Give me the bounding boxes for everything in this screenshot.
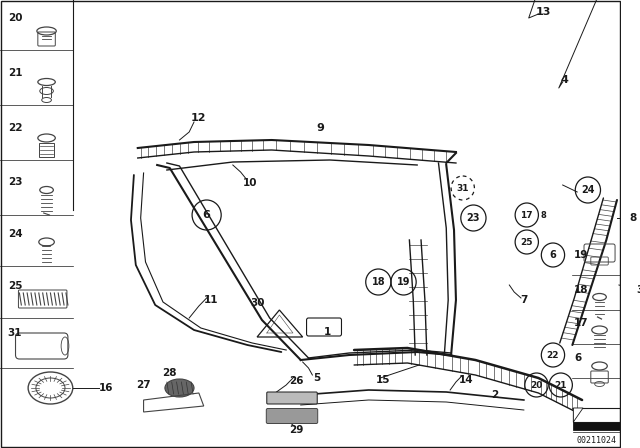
Text: 23: 23 — [467, 213, 480, 223]
Text: 8: 8 — [540, 211, 546, 220]
Text: 6: 6 — [550, 250, 556, 260]
Text: 19: 19 — [574, 250, 589, 260]
Text: 00211024: 00211024 — [577, 435, 616, 444]
Text: 14: 14 — [458, 375, 473, 385]
Text: 9: 9 — [316, 123, 324, 133]
Text: 7: 7 — [520, 295, 527, 305]
Text: 21: 21 — [8, 68, 22, 78]
Text: 23: 23 — [8, 177, 22, 187]
Text: 3: 3 — [637, 285, 640, 295]
Text: 1: 1 — [324, 327, 332, 337]
Text: 29: 29 — [289, 425, 303, 435]
FancyBboxPatch shape — [573, 408, 620, 422]
Polygon shape — [573, 422, 620, 430]
FancyBboxPatch shape — [266, 409, 317, 423]
Text: 4: 4 — [561, 75, 568, 85]
Text: 12: 12 — [191, 113, 207, 123]
Text: 20: 20 — [8, 13, 22, 23]
Text: 19: 19 — [397, 277, 410, 287]
Text: 25: 25 — [8, 281, 22, 291]
FancyBboxPatch shape — [267, 392, 317, 404]
Text: 6: 6 — [203, 210, 211, 220]
Ellipse shape — [165, 379, 194, 397]
Text: 11: 11 — [204, 295, 219, 305]
Text: 28: 28 — [163, 368, 177, 378]
Text: 16: 16 — [99, 383, 113, 393]
Text: 15: 15 — [376, 375, 390, 385]
Text: 25: 25 — [520, 237, 533, 246]
Text: 18: 18 — [574, 285, 589, 295]
Text: 8: 8 — [629, 213, 636, 223]
Polygon shape — [573, 408, 583, 422]
Text: 20: 20 — [531, 380, 543, 389]
Text: 18: 18 — [372, 277, 385, 287]
Text: 31: 31 — [456, 184, 469, 193]
Text: 24: 24 — [581, 185, 595, 195]
Text: 6: 6 — [574, 353, 582, 363]
Text: 17: 17 — [520, 211, 533, 220]
Text: 30: 30 — [250, 298, 264, 308]
Text: 13: 13 — [536, 7, 551, 17]
Text: 2: 2 — [491, 390, 499, 400]
Text: 27: 27 — [136, 380, 151, 390]
Text: 5: 5 — [314, 373, 321, 383]
Text: 26: 26 — [289, 376, 303, 386]
Text: 24: 24 — [8, 229, 22, 239]
Text: 10: 10 — [243, 178, 257, 188]
Text: 22: 22 — [547, 350, 559, 359]
Text: 21: 21 — [554, 380, 567, 389]
Text: 22: 22 — [8, 123, 22, 133]
Text: 31: 31 — [8, 328, 22, 338]
Text: 17: 17 — [574, 318, 589, 328]
